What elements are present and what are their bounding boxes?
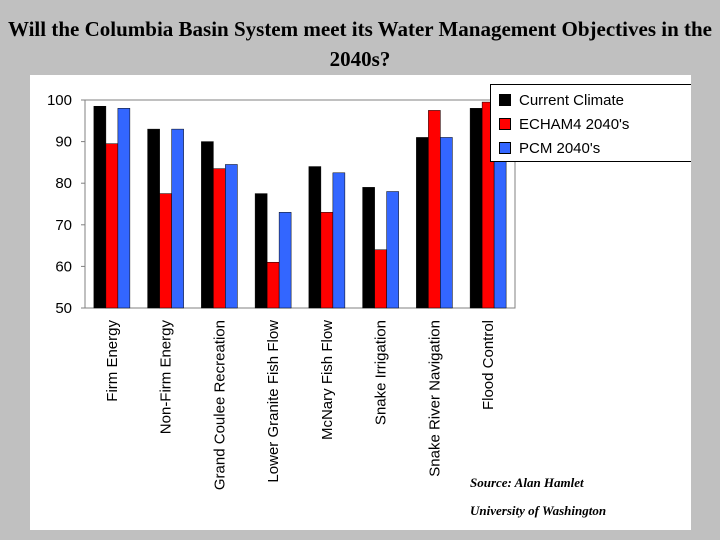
legend-label: PCM 2040's (519, 139, 601, 157)
legend-swatch (499, 94, 511, 106)
legend-swatch (499, 142, 511, 154)
x-category-label: Firm Energy (104, 320, 121, 402)
legend-label: Current Climate (519, 91, 625, 109)
bar (386, 191, 399, 309)
x-category-label: Grand Coulee Recreation (211, 320, 228, 490)
y-tick-label: 70 (55, 217, 72, 234)
x-category-label: Snake River Navigation (426, 320, 443, 477)
bar (201, 141, 214, 309)
bar (416, 137, 429, 309)
bar (225, 164, 238, 309)
y-tick-label: 90 (55, 134, 72, 151)
bar (308, 166, 322, 309)
bar (440, 137, 453, 309)
bar (93, 105, 107, 309)
bar (332, 172, 346, 309)
bar (374, 249, 387, 309)
bar (117, 108, 131, 309)
bar (428, 110, 441, 309)
x-category-label: Flood Control (480, 320, 497, 410)
legend-item: Current Climate (499, 89, 624, 111)
bar-chart: 50 60 70 80 90 100 Firm Energy Non-Firm Energy G… (47, 92, 516, 490)
legend-swatch (499, 118, 511, 130)
bar (159, 193, 172, 309)
bar (266, 261, 280, 309)
x-category-label: Lower Granite Fish Flow (265, 320, 282, 483)
y-tick-label: 60 (55, 258, 72, 275)
chart-legend: Current Climate ECHAM4 2040's PCM 2040's (490, 84, 691, 162)
source-author: Source: Alan Hamlet (470, 475, 584, 490)
bar (469, 108, 483, 309)
bar (171, 128, 184, 309)
legend-label: ECHAM4 2040's (519, 115, 630, 133)
source-affiliation: University of Washington (470, 503, 607, 518)
bar (105, 143, 119, 309)
bar (147, 128, 160, 309)
x-category-label: Snake Irrigation (373, 320, 390, 425)
bar (278, 212, 292, 309)
bar (254, 193, 268, 309)
legend-item: PCM 2040's (499, 137, 600, 159)
y-tick-label: 80 (55, 175, 72, 192)
slide-title: Will the Columbia Basin System meet its … (7, 17, 713, 71)
bar (320, 212, 334, 309)
y-tick-label: 100 (47, 92, 72, 109)
plot-frame (84, 99, 516, 309)
x-category-label: Non-Firm Energy (158, 320, 175, 435)
x-category-label: McNary Fish Flow (319, 320, 336, 440)
bar (362, 187, 375, 309)
legend-item: ECHAM4 2040's (499, 113, 629, 135)
y-tick-label: 50 (55, 300, 72, 317)
bar (213, 168, 226, 309)
